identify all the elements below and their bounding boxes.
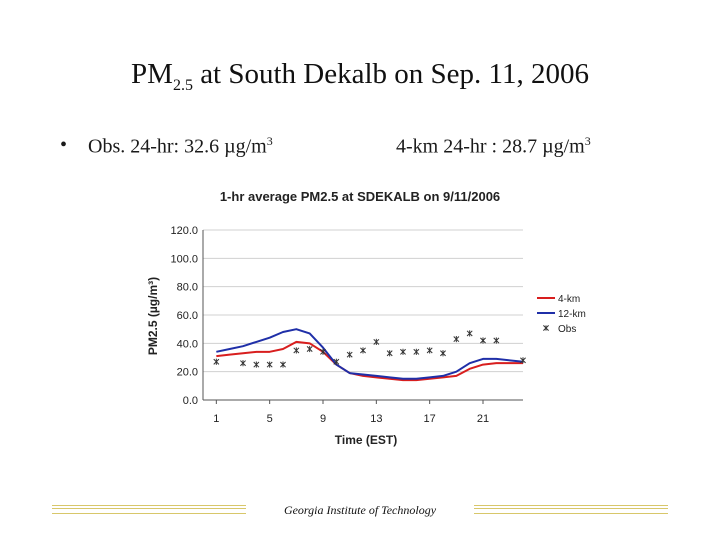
obs-marker — [360, 347, 366, 354]
obs-unit-superscript: 3 — [266, 134, 273, 148]
obs-marker — [386, 350, 393, 357]
legend-label: 4-km — [558, 294, 580, 305]
obs-marker — [280, 361, 286, 368]
obs-marker — [440, 350, 446, 357]
obs-marker — [240, 360, 246, 367]
series-line-4-km — [216, 340, 523, 382]
chart-legend: 4-km 12-km Obs — [537, 294, 586, 335]
slide-title: PM2.5 at South Dekalb on Sep. 11, 2006 — [0, 58, 720, 95]
x-tick-labels: 1 5 9 13 17 21 — [213, 400, 489, 425]
model-24hr-text: 4-km 24-hr : 28.7 µg/m3 — [396, 134, 591, 159]
obs-marker — [400, 348, 406, 355]
y-tick-label: 0.0 — [183, 395, 198, 407]
obs-marker — [426, 347, 433, 354]
legend-item: Obs — [543, 324, 576, 335]
legend-label: 12-km — [558, 309, 586, 320]
y-tick-label: 80.0 — [177, 282, 198, 294]
x-tick-label: 17 — [424, 413, 436, 425]
obs-marker — [266, 361, 273, 368]
obs-marker — [493, 337, 500, 344]
model-unit-superscript: 3 — [584, 134, 591, 148]
model-24hr-value: 4-km 24-hr : 28.7 µg/m — [396, 135, 585, 158]
y-tick-labels: 0.0 20.0 40.0 60.0 80.0 100.0 120.0 — [170, 225, 198, 407]
bullet-dot: • — [60, 134, 68, 156]
obs-marker — [346, 351, 353, 358]
obs-marker — [306, 345, 313, 353]
y-tick-label: 20.0 — [177, 367, 198, 379]
y-tick-label: 40.0 — [177, 338, 198, 350]
obs-marker — [466, 330, 473, 337]
obs-marker — [293, 347, 300, 354]
obs-marker — [253, 361, 260, 368]
title-rest: at South Dekalb on Sep. 11, 2006 — [192, 58, 589, 90]
obs-marker — [453, 335, 460, 343]
footer-rule-left — [52, 505, 246, 514]
obs-marker — [213, 358, 220, 365]
x-tick-label: 21 — [477, 413, 489, 425]
chart-title: 1-hr average PM2.5 at SDEKALB on 9/11/20… — [220, 189, 500, 204]
x-tick-label: 9 — [320, 413, 326, 425]
y-tick-label: 60.0 — [177, 310, 198, 322]
y-axis-label: PM2.5 (µg/m³) — [146, 277, 160, 355]
legend-item: 12-km — [537, 309, 586, 320]
obs-marker — [333, 358, 340, 365]
x-axis-label: Time (EST) — [335, 433, 397, 447]
y-gridlines — [203, 229, 523, 373]
x-tick-label: 1 — [213, 413, 219, 425]
obs-markers — [213, 330, 526, 368]
obs-24hr-value: Obs. 24-hr: 32.6 µg/m — [88, 135, 267, 158]
series-line-12-km — [216, 328, 524, 380]
obs-marker — [520, 357, 526, 364]
obs-marker — [480, 337, 486, 344]
obs-marker — [413, 348, 420, 355]
y-tick-label: 120.0 — [170, 225, 198, 237]
obs-marker — [373, 338, 380, 346]
y-tick-label: 100.0 — [170, 253, 198, 265]
footer-rule-right — [474, 505, 668, 514]
x-tick-label: 5 — [267, 413, 273, 425]
obs-marker — [320, 348, 326, 355]
x-tick-label: 13 — [370, 413, 382, 425]
footer-institution: Georgia Institute of Technology — [283, 503, 437, 517]
title-subscript: 2.5 — [172, 76, 193, 94]
series-lines — [216, 328, 524, 382]
pm25-line-chart: 1-hr average PM2.5 at SDEKALB on 9/11/20… — [146, 189, 586, 447]
legend-label: Obs — [558, 324, 576, 335]
title-main: PM — [131, 58, 173, 90]
legend-swatch — [543, 325, 549, 331]
obs-24hr-text: Obs. 24-hr: 32.6 µg/m3 — [88, 134, 273, 159]
legend-item: 4-km — [537, 294, 580, 305]
